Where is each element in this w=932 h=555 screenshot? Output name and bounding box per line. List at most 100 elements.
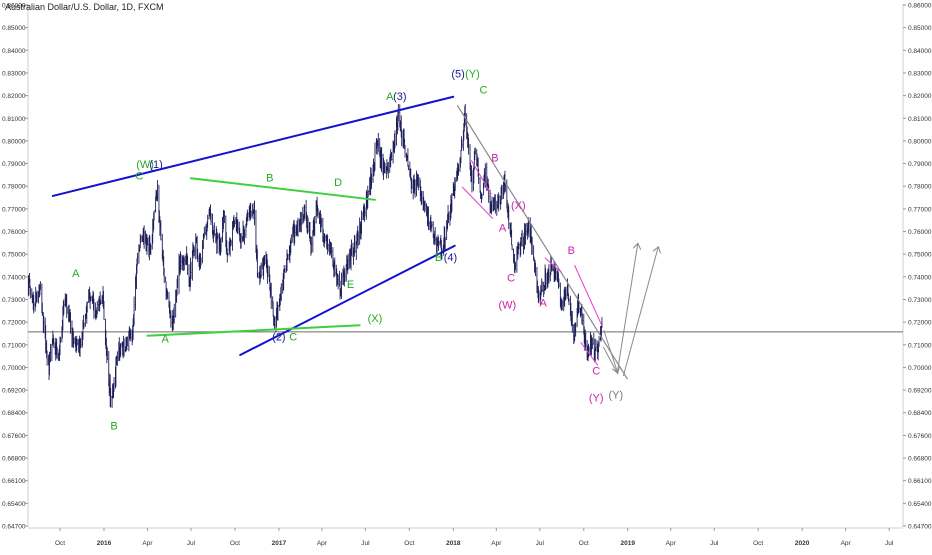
- y-tick-label-right: 0.64700: [908, 524, 932, 531]
- y-tick-label-right: 0.68400: [908, 410, 932, 417]
- y-tick-label-right: 0.82000: [908, 93, 932, 100]
- wave-label: (X): [368, 313, 383, 325]
- y-tick-label-right: 0.73000: [908, 297, 932, 304]
- y-tick-label-left: 0.72000: [2, 320, 26, 327]
- y-tick-label-left: 0.66100: [2, 478, 26, 485]
- y-tick-label-left: 0.77000: [2, 206, 26, 213]
- wave-label: (Y): [465, 68, 480, 80]
- wave-label: D: [334, 177, 342, 189]
- trendline: [470, 160, 492, 195]
- wave-label: (Y): [589, 392, 604, 404]
- y-tick-label-left: 0.74000: [2, 274, 26, 281]
- x-tick-label: Apr: [491, 540, 502, 547]
- trendline: [574, 265, 603, 328]
- wave-label: (3): [393, 91, 406, 103]
- y-tick-label-left: 0.85000: [2, 25, 26, 32]
- x-tick-label: 2018: [446, 540, 461, 547]
- x-tick-label: Oct: [55, 540, 65, 547]
- wave-label: (W): [136, 159, 154, 171]
- y-tick-label-right: 0.70000: [908, 365, 932, 372]
- y-tick-label-right: 0.65400: [908, 501, 932, 508]
- y-tick-label-right: 0.67600: [908, 433, 932, 440]
- x-tick-label: Apr: [666, 540, 677, 547]
- y-tick-label-left: 0.82000: [2, 93, 26, 100]
- y-tick-label-right: 0.86000: [908, 3, 932, 10]
- trendline: [461, 186, 494, 219]
- projection-arrow: [602, 243, 637, 375]
- y-tick-label-right: 0.85000: [908, 25, 932, 32]
- y-tick-label-left: 0.80000: [2, 138, 26, 145]
- y-tick-label-right: 0.84000: [908, 48, 932, 55]
- trendline: [544, 257, 562, 273]
- trendline: [51, 95, 455, 197]
- x-tick-label: 2019: [621, 540, 636, 547]
- y-tick-label-left: 0.64700: [2, 524, 26, 531]
- wave-label: (Y): [608, 390, 623, 402]
- y-tick-label-left: 0.70000: [2, 365, 26, 372]
- y-tick-label-left: 0.81000: [2, 116, 26, 123]
- wave-label: B: [266, 173, 273, 185]
- wave-label: A: [161, 334, 169, 346]
- y-tick-label-left: 0.75000: [2, 252, 26, 259]
- wave-label: A: [539, 297, 547, 309]
- wave-label: B: [491, 152, 498, 164]
- chart-title: Australian Dollar/U.S. Dollar, 1D, FXCM: [5, 2, 164, 12]
- wave-label: C: [479, 84, 487, 96]
- y-tick-label-right: 0.76000: [908, 229, 932, 236]
- x-tick-label: Jul: [361, 540, 370, 547]
- y-tick-label-right: 0.72000: [908, 320, 932, 327]
- y-tick-label-right: 0.71000: [908, 342, 932, 349]
- wave-label: C: [135, 170, 143, 182]
- projection-arrows: [602, 243, 658, 377]
- wave-label: B: [568, 245, 575, 257]
- y-tick-label-left: 0.65400: [2, 501, 26, 508]
- wave-label: A: [72, 268, 80, 280]
- x-tick-label: Apr: [317, 540, 328, 547]
- wave-label: (W): [498, 300, 516, 312]
- trendline: [189, 177, 376, 201]
- y-tick-label-right: 0.78000: [908, 184, 932, 191]
- y-tick-label-left: 0.73000: [2, 297, 26, 304]
- x-tick-label: 2017: [272, 540, 287, 547]
- x-tick-label: 2016: [97, 540, 112, 547]
- y-tick-label-right: 0.77000: [908, 206, 932, 213]
- x-tick-label: Oct: [404, 540, 414, 547]
- wave-label: E: [347, 279, 354, 291]
- wave-label: B: [435, 252, 442, 264]
- y-tick-label-right: 0.74000: [908, 274, 932, 281]
- wave-label: (5): [451, 68, 464, 80]
- wave-label: C: [289, 331, 297, 343]
- trendlines: [51, 95, 628, 380]
- x-tick-label: Jul: [187, 540, 196, 547]
- wave-label: (1): [149, 159, 162, 171]
- wave-label: (4): [444, 252, 457, 264]
- y-tick-label-left: 0.68400: [2, 410, 26, 417]
- wave-label: B: [110, 421, 117, 433]
- y-tick-label-right: 0.80000: [908, 138, 932, 145]
- wave-label: (2): [272, 331, 285, 343]
- price-bars: [27, 103, 603, 408]
- x-tick-label: Jul: [536, 540, 545, 547]
- y-tick-label-right: 0.69200: [908, 388, 932, 395]
- x-tick-label: 2020: [795, 540, 810, 547]
- x-tick-label: Oct: [753, 540, 763, 547]
- y-tick-label-left: 0.79000: [2, 161, 26, 168]
- y-tick-label-right: 0.75000: [908, 252, 932, 259]
- y-tick-label-left: 0.66800: [2, 456, 26, 463]
- wave-label: A: [386, 91, 394, 103]
- y-tick-label-right: 0.66800: [908, 456, 932, 463]
- y-tick-label-right: 0.83000: [908, 70, 932, 77]
- y-tick-label-right: 0.66100: [908, 478, 932, 485]
- trendline: [146, 324, 361, 337]
- y-tick-label-left: 0.84000: [2, 48, 26, 55]
- y-tick-label-left: 0.67600: [2, 433, 26, 440]
- y-axis-right: 0.86000 0.85000 0.84000 0.83000 0.82000 0.810…: [902, 3, 932, 531]
- wave-label: C: [507, 272, 515, 284]
- y-tick-label-left: 0.83000: [2, 70, 26, 77]
- trendline: [239, 244, 456, 356]
- wave-label: C: [592, 366, 600, 378]
- y-tick-label-left: 0.69200: [2, 388, 26, 395]
- wave-label: A: [499, 223, 507, 235]
